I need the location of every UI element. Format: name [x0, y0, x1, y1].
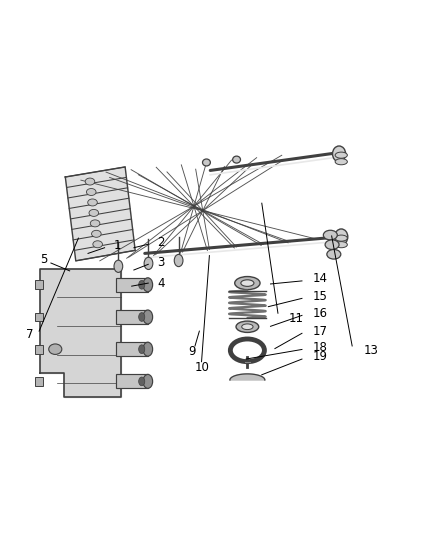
- Ellipse shape: [143, 278, 152, 292]
- Ellipse shape: [174, 254, 183, 266]
- Ellipse shape: [235, 277, 260, 289]
- Ellipse shape: [332, 146, 346, 161]
- Text: 5: 5: [40, 254, 47, 266]
- Text: 1: 1: [113, 239, 121, 252]
- Bar: [117, 278, 148, 292]
- Text: 3: 3: [157, 256, 164, 269]
- Ellipse shape: [92, 230, 101, 237]
- Ellipse shape: [89, 209, 99, 216]
- Ellipse shape: [325, 240, 339, 249]
- Ellipse shape: [114, 260, 123, 272]
- Ellipse shape: [236, 321, 259, 333]
- Text: 9: 9: [188, 345, 196, 358]
- Ellipse shape: [139, 313, 145, 321]
- Ellipse shape: [143, 374, 152, 389]
- Polygon shape: [230, 374, 265, 380]
- Ellipse shape: [139, 345, 145, 353]
- Ellipse shape: [335, 235, 347, 241]
- Text: 13: 13: [364, 344, 379, 357]
- Ellipse shape: [241, 280, 254, 286]
- Text: 11: 11: [289, 312, 304, 325]
- Text: 7: 7: [26, 328, 34, 341]
- Ellipse shape: [93, 241, 102, 248]
- Ellipse shape: [49, 344, 62, 354]
- Polygon shape: [65, 167, 135, 261]
- Text: 17: 17: [313, 325, 328, 337]
- Ellipse shape: [90, 220, 100, 227]
- Text: 16: 16: [313, 306, 328, 320]
- Ellipse shape: [85, 178, 95, 185]
- Ellipse shape: [335, 229, 348, 245]
- Polygon shape: [40, 269, 121, 398]
- Text: 15: 15: [313, 290, 328, 303]
- Ellipse shape: [139, 377, 145, 386]
- Text: 14: 14: [313, 272, 328, 285]
- Ellipse shape: [323, 230, 337, 240]
- Ellipse shape: [143, 310, 152, 324]
- Text: 4: 4: [157, 277, 165, 289]
- Text: 2: 2: [157, 236, 165, 248]
- Text: 10: 10: [195, 361, 210, 374]
- Bar: [35, 280, 43, 289]
- Bar: [35, 313, 43, 321]
- Ellipse shape: [86, 189, 96, 196]
- Ellipse shape: [335, 152, 347, 158]
- Ellipse shape: [139, 280, 145, 289]
- Ellipse shape: [143, 342, 152, 356]
- Ellipse shape: [233, 156, 240, 163]
- Bar: [117, 310, 148, 324]
- Bar: [35, 345, 43, 353]
- Ellipse shape: [242, 324, 253, 329]
- Ellipse shape: [335, 241, 347, 248]
- Text: 18: 18: [313, 341, 328, 354]
- Ellipse shape: [88, 199, 97, 206]
- Ellipse shape: [144, 257, 153, 270]
- Text: 19: 19: [313, 350, 328, 364]
- Ellipse shape: [202, 159, 210, 166]
- Bar: [117, 342, 148, 356]
- Bar: [117, 374, 148, 389]
- Ellipse shape: [335, 159, 347, 165]
- Ellipse shape: [327, 249, 341, 259]
- Bar: [35, 377, 43, 386]
